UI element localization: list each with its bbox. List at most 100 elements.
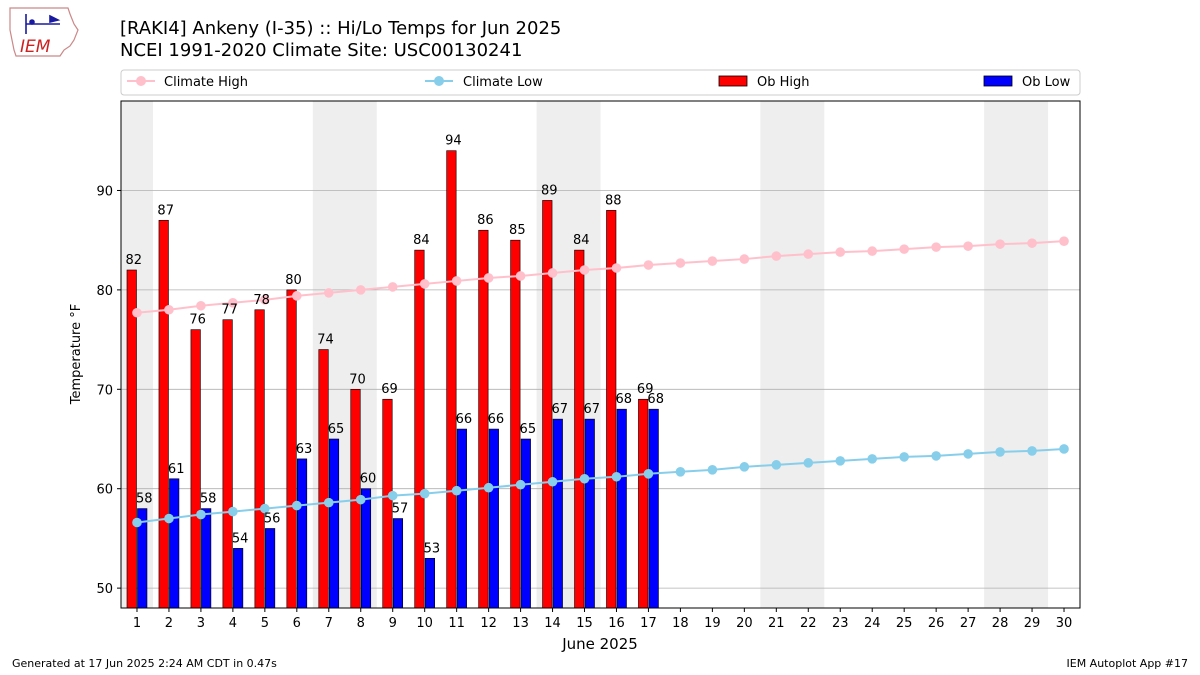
ob-low-bar-15 [584,418,595,609]
ob-low-label-5: 56 [264,511,281,526]
x-tick-label-3: 3 [197,616,205,631]
chart-subtitle: NCEI 1991-2020 Climate Site: USC00130241 [120,40,523,61]
climate-low-point-9 [387,490,398,501]
x-tick-label-7: 7 [325,616,333,631]
climate-low-point-16 [611,471,622,482]
ob-high-bar-1 [126,269,137,609]
climate-high-point-5 [260,295,270,305]
climate-high-point-29 [1027,238,1037,248]
ob-low-bar-11 [456,428,467,609]
x-tick-label-9: 9 [389,616,397,631]
climate-low-point-5 [260,503,270,514]
climate-low-point-11 [451,485,462,496]
ob-high-bars [126,150,649,609]
ob-low-bar-10 [424,557,435,609]
climate-low-point-10 [419,488,430,499]
ob-high-label-9: 69 [381,382,398,397]
ob-low-label-10: 53 [424,541,441,556]
climate-high-path [136,240,1065,314]
ob-low-label-7: 65 [328,422,345,437]
ob-low-label-9: 57 [392,502,409,517]
legend-ob-low-label: Ob Low [1022,75,1071,90]
x-tick-label-17: 17 [640,616,657,631]
x-tick-label-4: 4 [229,616,237,631]
x-axis-ticks: 1 2 3 4 5 6 7 8 9 10 11 12 13 14 15 16 17 18 19 20 21 22 23 24 2… [133,608,1072,631]
ob-low-bar-6 [297,458,308,609]
climate-low-point-17 [643,468,654,479]
ob-high-label-4: 77 [221,303,238,318]
climate-low-point-26 [931,451,941,461]
ob-high-bar-11 [446,150,457,609]
ob-low-label-1: 58 [136,492,153,507]
ob-low-bar-17 [648,408,659,609]
climate-low-point-24 [867,454,878,464]
legend-climate-low-label: Climate Low [463,75,543,90]
ob-low-label-17: 68 [647,392,664,407]
x-tick-label-2: 2 [165,616,173,631]
legend-climate-high-marker [136,76,146,86]
x-tick-label-22: 22 [800,616,817,631]
climate-low-point-12 [483,482,494,493]
x-tick-label-19: 19 [704,616,721,631]
climate-low-point-7 [323,497,334,508]
ob-high-label-1: 82 [125,253,142,268]
climate-low-point-18 [675,467,686,477]
iem-logo: IEM [9,7,79,57]
climate-low-point-23 [835,456,846,466]
climate-low-point-1 [132,517,142,528]
weekend-band-4 [760,101,825,608]
weather-station-icon [25,14,61,34]
generated-timestamp: Generated at 17 Jun 2025 2:24 AM CDT in … [12,657,277,670]
x-tick-label-5: 5 [261,616,269,631]
ob-low-label-12: 66 [488,412,505,427]
climate-low-point-20 [739,462,750,472]
x-tick-label-29: 29 [1024,616,1041,631]
climate-high-point-24 [867,246,878,256]
ob-low-label-14: 67 [552,402,569,417]
legend-climate-high-label: Climate High [164,75,248,90]
climate-low-point-28 [995,447,1005,457]
weekend-band-1 [121,101,153,608]
y-tick-label-80: 80 [96,284,113,299]
ob-low-label-3: 58 [200,492,217,507]
ob-high-bar-2 [158,219,169,609]
ob-low-bar-2 [169,478,180,609]
x-tick-label-26: 26 [928,616,945,631]
x-tick-label-27: 27 [960,616,977,631]
app-credit: IEM Autoplot App #17 [1066,657,1189,670]
climate-high-point-28 [995,239,1005,249]
iowa-state-outline-icon [9,7,79,57]
climate-low-point-19 [707,465,718,475]
climate-high-point-7 [323,288,334,298]
climate-low-point-2 [164,513,174,524]
grid-lines [121,190,1080,589]
climate-low-point-29 [1027,446,1037,456]
climate-high-point-15 [579,265,590,275]
climate-low-path [136,447,1065,524]
ob-high-bar-4 [222,319,233,609]
weekend-band-5 [984,101,1049,608]
ob-low-bar-4 [233,548,244,609]
ob-low-label-4: 54 [232,531,249,546]
ob-high-label-6: 80 [285,273,302,288]
y-tick-label-50: 50 [96,582,113,597]
climate-low-point-15 [579,473,590,484]
x-tick-label-25: 25 [896,616,913,631]
ob-high-bar-7 [318,349,329,609]
ob-low-label-11: 66 [456,412,473,427]
climate-high-line [132,236,1069,318]
climate-high-point-12 [483,273,494,283]
legend-ob-high: Ob High [718,75,810,90]
ob-low-label-8: 60 [360,472,377,487]
y-tick-label-60: 60 [96,483,113,498]
climate-high-point-14 [547,268,558,278]
ob-high-bar-15 [574,249,585,609]
climate-low-point-13 [515,479,526,490]
legend: Climate High Climate Low Ob High Ob Low [120,69,1081,96]
climate-high-point-18 [675,258,686,268]
ob-high-label-15: 84 [573,233,590,248]
ob-high-label-8: 70 [349,372,366,387]
legend-climate-high: Climate High [127,75,248,90]
climate-low-point-30 [1059,444,1069,454]
